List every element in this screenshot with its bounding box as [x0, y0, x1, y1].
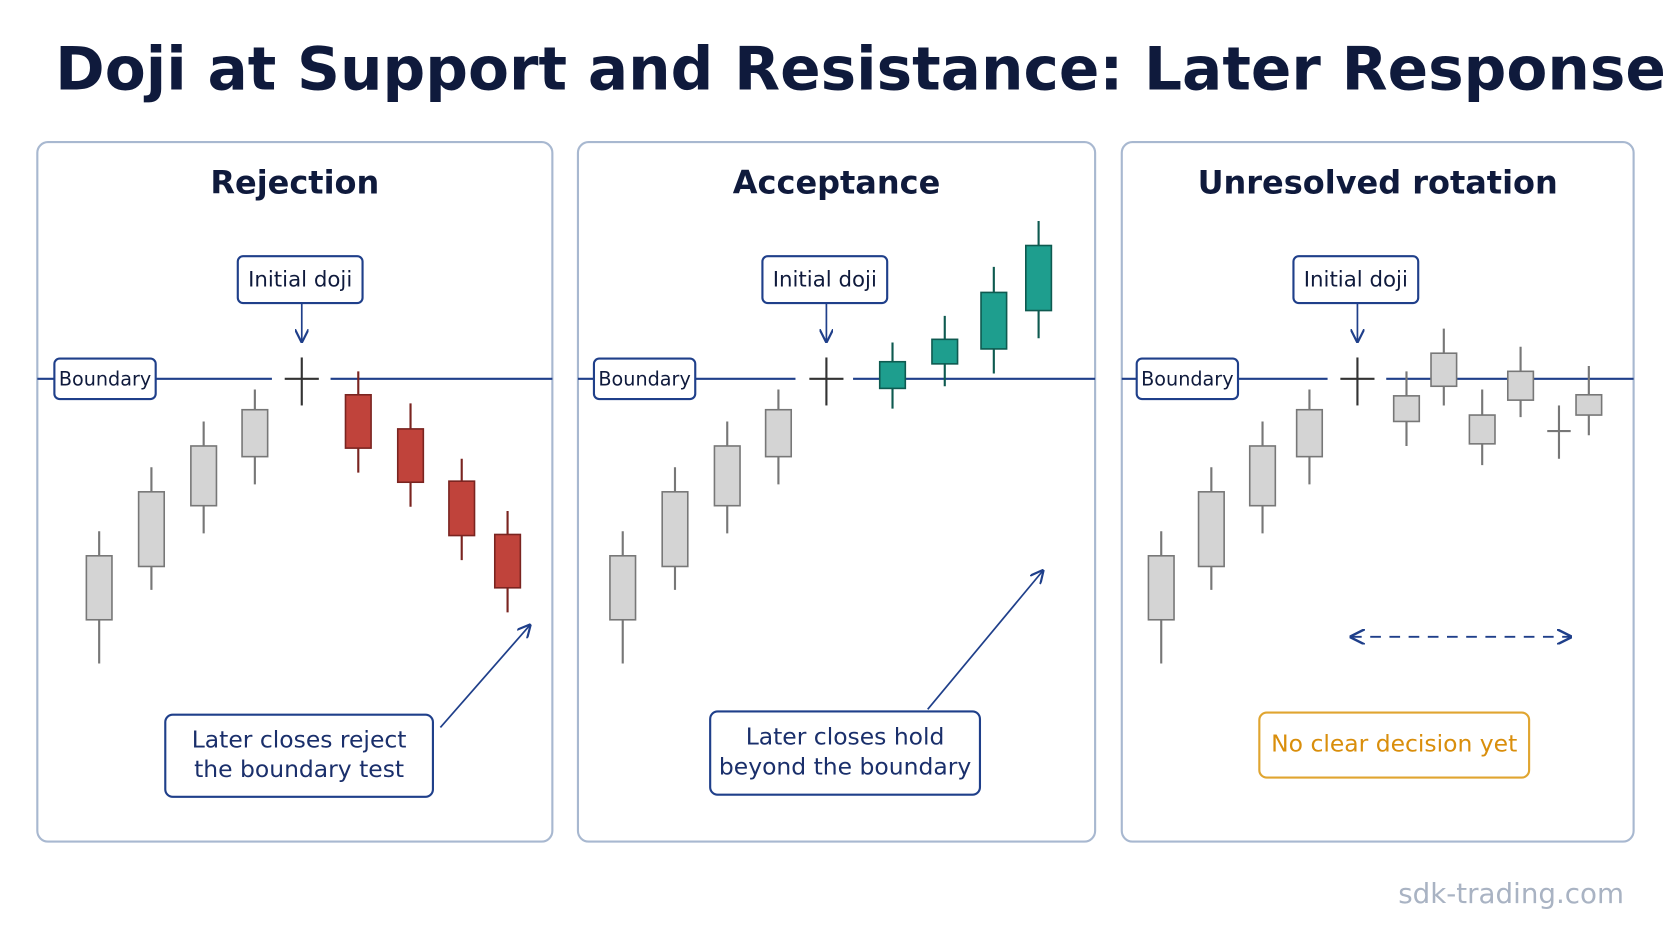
note-arrow [927, 571, 1043, 710]
candle-body [1506, 370, 1535, 401]
candle-body [609, 555, 637, 621]
panel [576, 141, 1097, 843]
candle-body [241, 408, 269, 458]
note-box [164, 713, 434, 798]
panel [1120, 141, 1635, 843]
note-box [709, 710, 982, 796]
candle-body [1248, 445, 1277, 507]
title: Doji at Support and Resistance: Later Re… [55, 35, 1666, 104]
note-text: Later closes hold [746, 723, 945, 751]
candle-body [1575, 393, 1603, 416]
panel [36, 141, 554, 843]
boundary-box [592, 357, 697, 401]
boundary-box [1135, 357, 1240, 401]
panel-title: Rejection [210, 164, 379, 202]
candle-body [85, 555, 113, 621]
doji-box [761, 255, 889, 305]
candle-body [396, 428, 425, 484]
boundary-label: Boundary [1141, 367, 1233, 390]
candle-body [713, 445, 741, 507]
candle-body [1392, 395, 1421, 423]
doji-label: Initial doji [1304, 268, 1408, 293]
note-text: the boundary test [194, 755, 404, 783]
candle-body [190, 445, 218, 507]
candle-body [931, 338, 959, 365]
boundary-label: Boundary [598, 367, 690, 390]
note-arrow [439, 625, 530, 729]
doji-label: Initial doji [773, 268, 877, 293]
boundary-label: Boundary [59, 367, 151, 390]
candle-body [1430, 352, 1458, 388]
candle-body [448, 480, 476, 537]
boundary-box [53, 357, 157, 401]
panel-title: Acceptance [733, 164, 940, 202]
candle-body [493, 533, 522, 589]
candle-body [1468, 414, 1496, 445]
candle-body [137, 491, 166, 568]
note-box [1258, 711, 1531, 779]
candle-body [1197, 491, 1225, 568]
note-text: beyond the boundary [719, 753, 971, 781]
candle-body [344, 393, 372, 449]
watermark: sdk-trading.com [1398, 877, 1624, 910]
doji-label: Initial doji [248, 268, 352, 293]
candle-body [980, 291, 1008, 350]
panel-title: Unresolved rotation [1198, 164, 1558, 202]
candle-body [764, 408, 793, 458]
doji-box [1292, 255, 1420, 305]
candle-body [1295, 408, 1324, 458]
note-text: No clear decision yet [1271, 730, 1517, 758]
candle-body [1025, 244, 1053, 312]
candle-body [878, 360, 907, 390]
doji-box [236, 255, 364, 305]
candle-body [661, 491, 689, 568]
note-text: Later closes reject [192, 725, 407, 753]
candle-body [1147, 555, 1175, 621]
